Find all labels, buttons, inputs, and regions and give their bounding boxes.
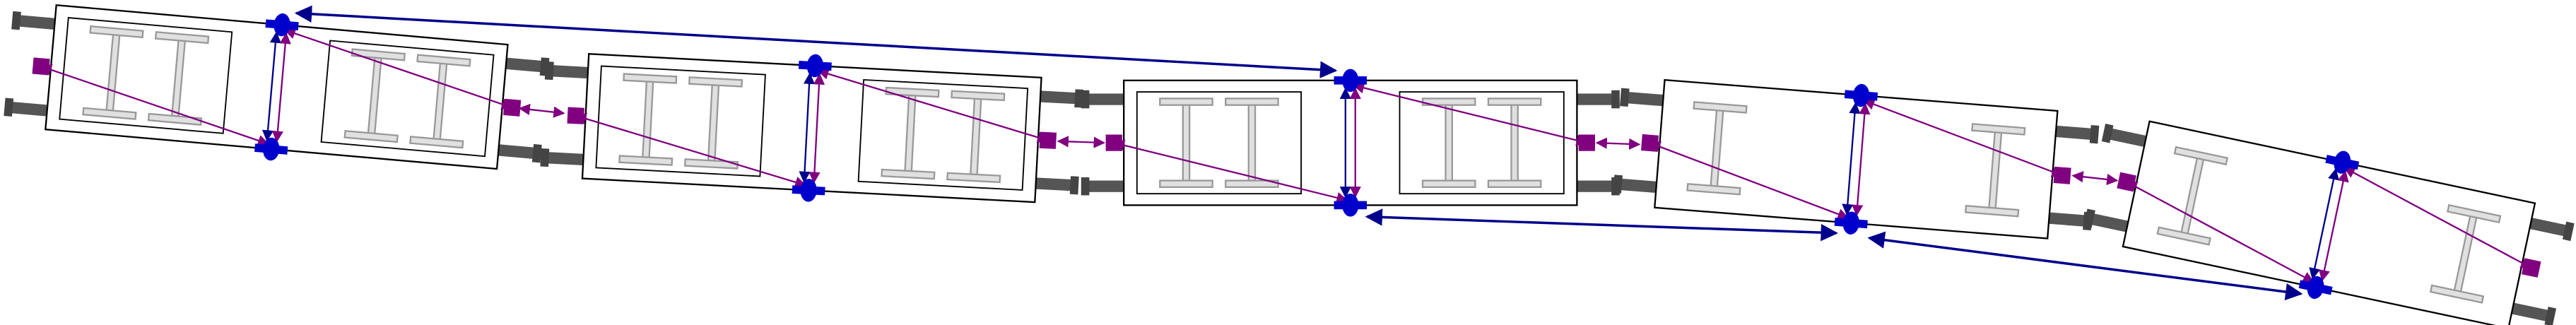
car-2 — [540, 40, 1084, 216]
long-arrows — [294, 5, 2303, 301]
car-3 — [1081, 69, 1620, 217]
car-4 — [1613, 65, 2100, 253]
car-5 — [2083, 101, 2575, 325]
coupling-arrows — [518, 103, 2119, 186]
car-1 — [4, 0, 550, 184]
